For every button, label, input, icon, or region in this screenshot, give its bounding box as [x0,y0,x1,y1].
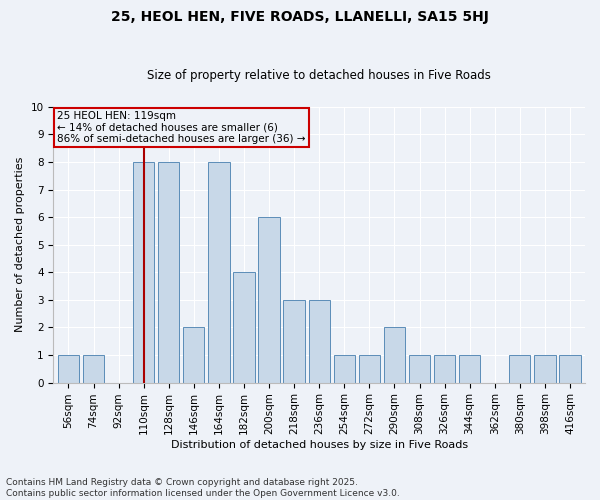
Bar [434,355,455,382]
Bar [534,355,556,382]
Bar [208,162,230,382]
Bar [158,162,179,382]
Bar [133,162,154,382]
Bar [259,217,280,382]
Bar [308,300,330,382]
Bar [83,355,104,382]
Bar [409,355,430,382]
Text: 25 HEOL HEN: 119sqm
← 14% of detached houses are smaller (6)
86% of semi-detache: 25 HEOL HEN: 119sqm ← 14% of detached ho… [57,111,305,144]
Title: Size of property relative to detached houses in Five Roads: Size of property relative to detached ho… [147,69,491,82]
Bar [58,355,79,382]
Bar [559,355,581,382]
Text: Contains HM Land Registry data © Crown copyright and database right 2025.
Contai: Contains HM Land Registry data © Crown c… [6,478,400,498]
Bar [459,355,481,382]
Bar [384,328,405,382]
X-axis label: Distribution of detached houses by size in Five Roads: Distribution of detached houses by size … [170,440,468,450]
Bar [334,355,355,382]
Bar [509,355,530,382]
Bar [233,272,254,382]
Bar [183,328,205,382]
Bar [283,300,305,382]
Bar [359,355,380,382]
Text: 25, HEOL HEN, FIVE ROADS, LLANELLI, SA15 5HJ: 25, HEOL HEN, FIVE ROADS, LLANELLI, SA15… [111,10,489,24]
Y-axis label: Number of detached properties: Number of detached properties [15,157,25,332]
